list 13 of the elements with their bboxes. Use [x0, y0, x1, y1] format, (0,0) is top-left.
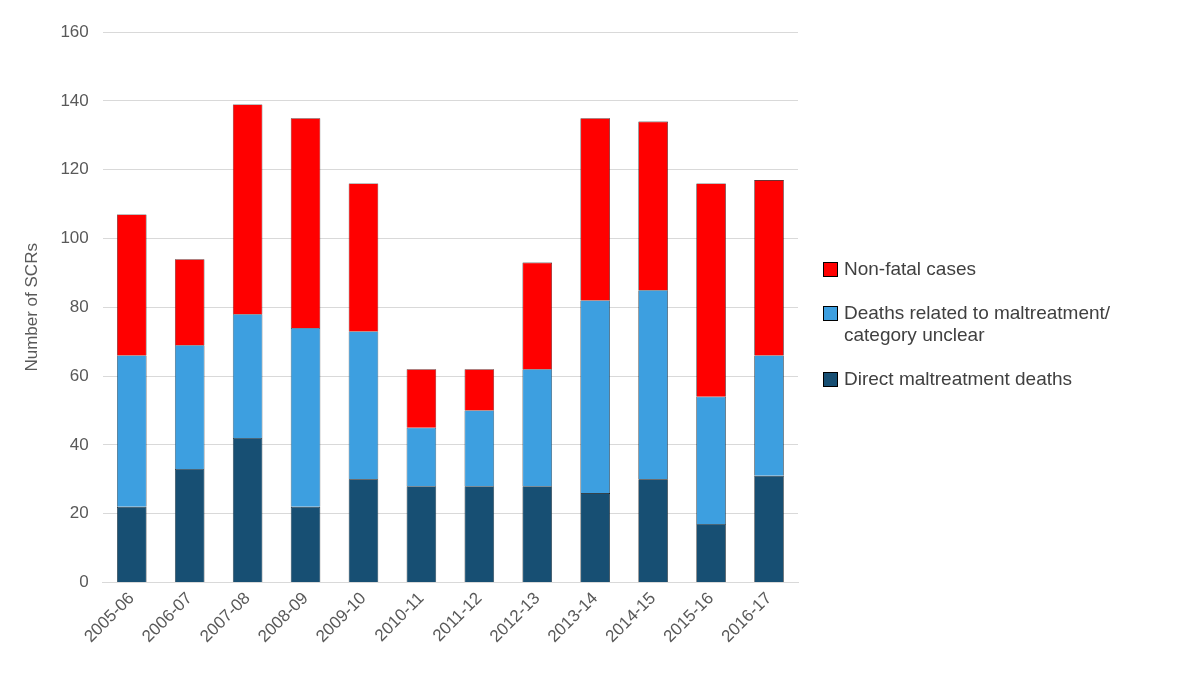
y-tick-label: 140 — [60, 90, 89, 110]
legend-label: Deaths related to maltreatment/ category unclear — [844, 302, 1112, 346]
y-tick-label: 160 — [60, 21, 89, 41]
y-tick-label: 0 — [79, 572, 89, 592]
y-axis-title: Number of SCRs — [21, 243, 41, 372]
legend-label: Direct maltreatment deaths — [844, 368, 1073, 390]
y-tick-label: 40 — [69, 434, 89, 454]
y-tick-label: 80 — [69, 297, 89, 317]
y-tick-label: 100 — [60, 228, 89, 248]
y-tick-label: 60 — [69, 365, 89, 385]
legend-label: Non-fatal cases — [844, 258, 977, 280]
y-tick-label: 120 — [60, 159, 89, 179]
y-tick-label: 20 — [69, 503, 89, 523]
